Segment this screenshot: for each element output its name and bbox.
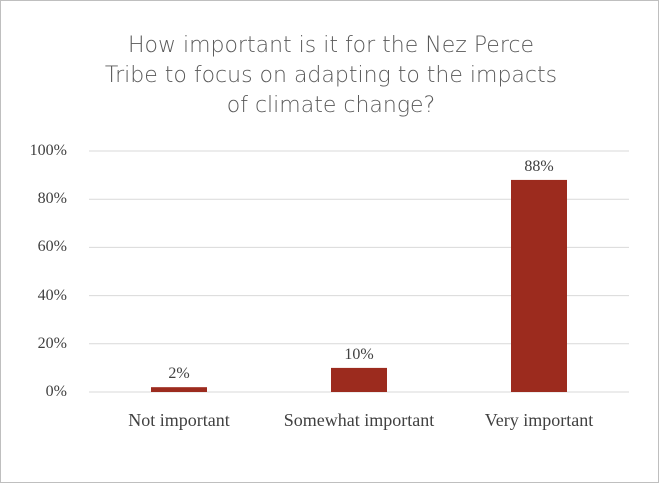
value-label: 10%	[344, 345, 374, 363]
bar	[331, 367, 387, 392]
bar	[511, 179, 567, 392]
y-tick-label: 100%	[29, 142, 67, 159]
y-tick-label: 80%	[37, 190, 67, 208]
y-tick-label: 60%	[37, 238, 67, 256]
bar	[151, 387, 207, 392]
value-label: 2%	[168, 365, 190, 383]
chart-title: How important is it for the Nez Perce Tr…	[104, 33, 558, 118]
y-tick-label: 40%	[37, 286, 67, 304]
y-tick-label: 20%	[37, 334, 67, 352]
x-tick-label: Somewhat important	[283, 410, 435, 430]
y-tick-label: 0%	[45, 383, 67, 400]
value-label: 88%	[524, 157, 554, 175]
x-tick-label: Very important	[484, 410, 594, 430]
x-tick-label: Not important	[128, 410, 230, 430]
